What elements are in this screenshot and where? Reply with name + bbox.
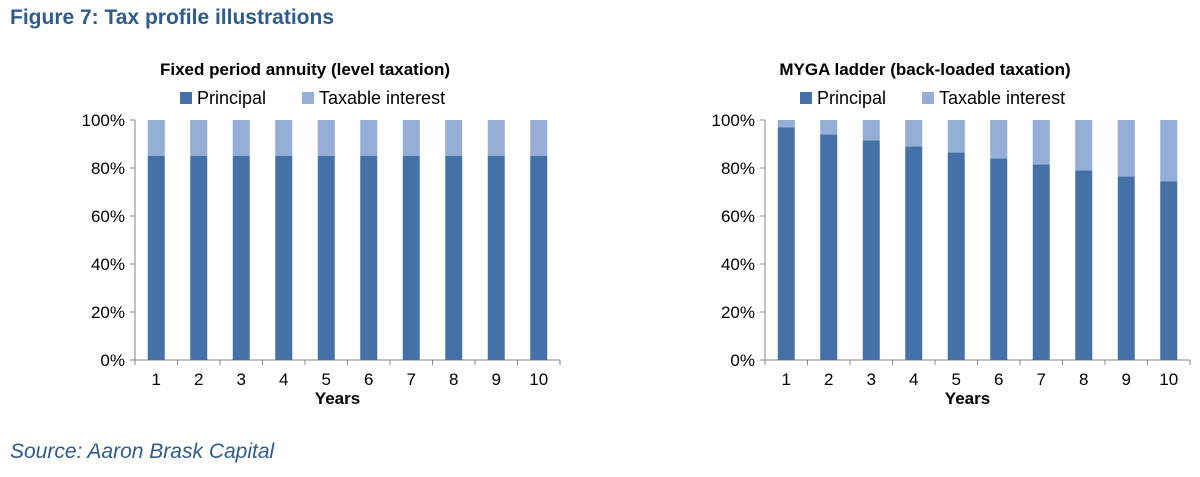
x-tick-label: 6 <box>994 370 1003 389</box>
bar-taxable-interest-year-1 <box>147 120 165 156</box>
y-tick-label: 0% <box>100 351 125 370</box>
bar-principal-year-1 <box>147 156 165 360</box>
bar-taxable-interest-year-4 <box>275 120 293 156</box>
bar-principal-year-5 <box>317 156 335 360</box>
figure-title: Figure 7: Tax profile illustrations <box>10 6 334 29</box>
bar-taxable-interest-year-1 <box>777 120 795 128</box>
bar-taxable-interest-year-6 <box>990 120 1008 159</box>
x-tick-label: 4 <box>909 370 918 389</box>
bar-taxable-interest-year-5 <box>947 120 965 153</box>
bar-taxable-interest-year-2 <box>190 120 208 156</box>
bar-principal-year-5 <box>947 152 965 360</box>
bar-principal-year-10 <box>1160 181 1178 360</box>
chart-fixed-period-annuity: Fixed period annuity (level taxation) Pri… <box>82 60 561 408</box>
bar-principal-year-6 <box>360 156 378 360</box>
x-tick-label: 8 <box>449 370 458 389</box>
x-tick-label: 4 <box>279 370 288 389</box>
chart-myga-ladder: MYGA ladder (back-loaded taxation) Princi… <box>712 60 1191 408</box>
legend-swatch-taxable-interest <box>302 92 314 104</box>
y-tick-label: 80% <box>91 159 125 178</box>
x-tick-label: 2 <box>824 370 833 389</box>
y-tick-label: 100% <box>712 111 755 130</box>
y-tick-label: 80% <box>721 159 755 178</box>
y-tick-label: 20% <box>721 303 755 322</box>
y-tick-label: 20% <box>91 303 125 322</box>
bar-taxable-interest-year-10 <box>1160 120 1178 182</box>
bar-taxable-interest-year-4 <box>905 120 923 147</box>
bar-principal-year-2 <box>190 156 208 360</box>
x-tick-label: 8 <box>1079 370 1088 389</box>
legend-label-principal: Principal <box>197 88 266 108</box>
bar-taxable-interest-year-7 <box>1032 120 1050 165</box>
chart-title: Fixed period annuity (level taxation) <box>160 60 450 79</box>
bar-taxable-interest-year-3 <box>232 120 250 156</box>
bar-taxable-interest-year-8 <box>1075 120 1093 171</box>
x-tick-label: 9 <box>1122 370 1131 389</box>
x-tick-label: 5 <box>952 370 961 389</box>
x-tick-label: 9 <box>492 370 501 389</box>
legend-label-taxable-interest: Taxable interest <box>939 88 1065 108</box>
legend-swatch-principal <box>180 92 192 104</box>
bar-principal-year-7 <box>1032 164 1050 360</box>
bar-principal-year-7 <box>402 156 420 360</box>
x-tick-label: 5 <box>322 370 331 389</box>
bar-taxable-interest-year-7 <box>402 120 420 156</box>
x-axis-label: Years <box>945 389 990 408</box>
bar-principal-year-9 <box>487 156 505 360</box>
bar-taxable-interest-year-6 <box>360 120 378 156</box>
bar-principal-year-2 <box>820 134 838 360</box>
bar-principal-year-4 <box>275 156 293 360</box>
bar-taxable-interest-year-8 <box>445 120 463 156</box>
bar-taxable-interest-year-2 <box>820 120 838 135</box>
chart-title: MYGA ladder (back-loaded taxation) <box>779 60 1070 79</box>
bar-principal-year-8 <box>1075 170 1093 360</box>
x-tick-label: 3 <box>237 370 246 389</box>
x-tick-label: 1 <box>152 370 161 389</box>
x-axis-label: Years <box>315 389 360 408</box>
y-tick-label: 40% <box>91 255 125 274</box>
x-tick-label: 10 <box>529 370 548 389</box>
y-tick-label: 60% <box>91 207 125 226</box>
bar-principal-year-3 <box>862 140 880 360</box>
x-tick-label: 3 <box>867 370 876 389</box>
x-tick-label: 1 <box>782 370 791 389</box>
y-tick-label: 0% <box>730 351 755 370</box>
source-note: Source: Aaron Brask Capital <box>10 440 275 463</box>
legend-swatch-principal <box>800 92 812 104</box>
legend-label-principal: Principal <box>817 88 886 108</box>
y-tick-label: 40% <box>721 255 755 274</box>
bar-principal-year-4 <box>905 146 923 360</box>
legend-label-taxable-interest: Taxable interest <box>319 88 445 108</box>
legend-swatch-taxable-interest <box>922 92 934 104</box>
bar-principal-year-3 <box>232 156 250 360</box>
x-tick-label: 7 <box>407 370 416 389</box>
x-tick-label: 7 <box>1037 370 1046 389</box>
bar-taxable-interest-year-9 <box>1117 120 1135 177</box>
bar-taxable-interest-year-10 <box>530 120 548 156</box>
bar-principal-year-1 <box>777 127 795 360</box>
x-tick-label: 2 <box>194 370 203 389</box>
bar-taxable-interest-year-3 <box>862 120 880 141</box>
bar-principal-year-8 <box>445 156 463 360</box>
bar-principal-year-10 <box>530 156 548 360</box>
y-tick-label: 100% <box>82 111 125 130</box>
x-tick-label: 6 <box>364 370 373 389</box>
bar-principal-year-6 <box>990 158 1008 360</box>
y-tick-label: 60% <box>721 207 755 226</box>
bar-principal-year-9 <box>1117 176 1135 360</box>
x-tick-label: 10 <box>1159 370 1178 389</box>
bar-taxable-interest-year-9 <box>487 120 505 156</box>
bar-taxable-interest-year-5 <box>317 120 335 156</box>
